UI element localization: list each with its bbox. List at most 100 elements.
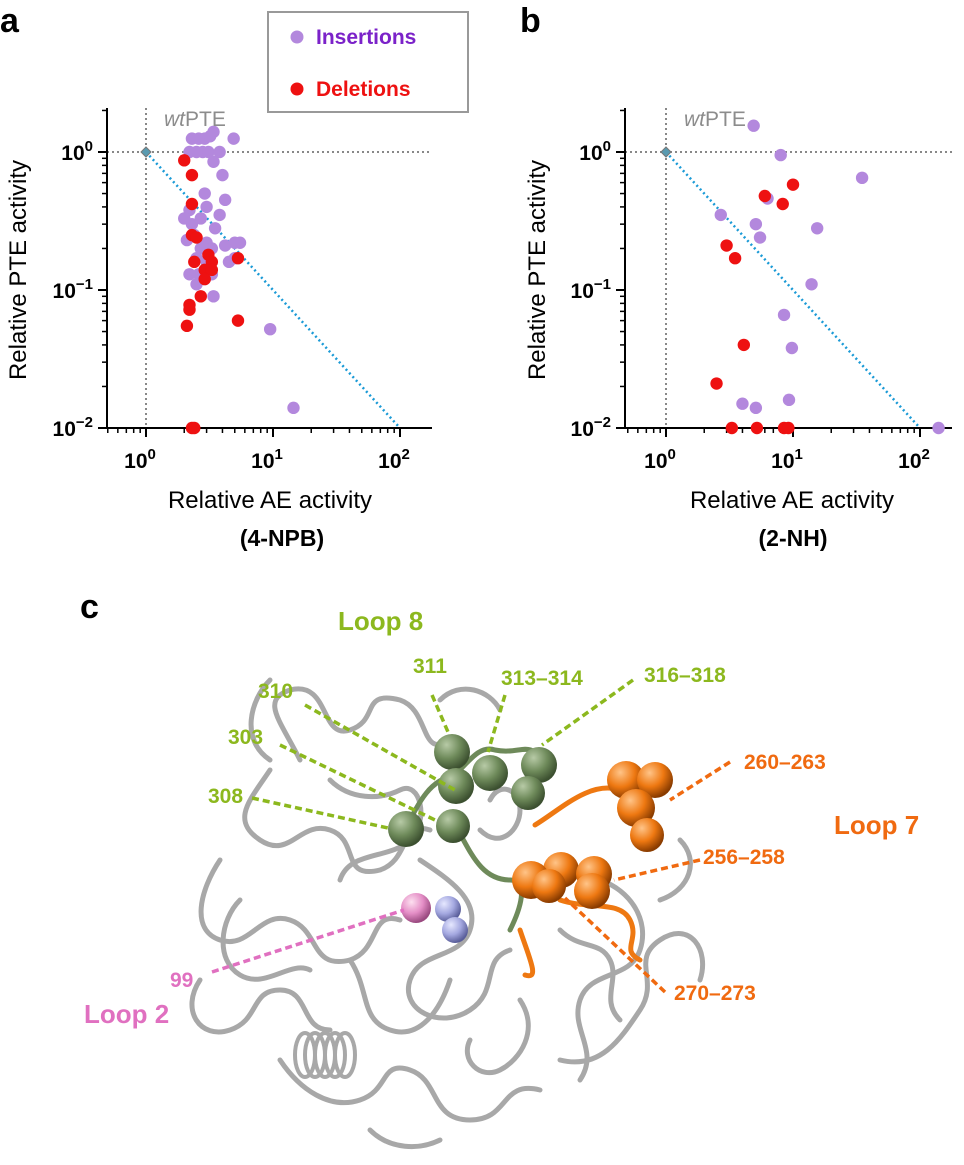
deletion-point <box>205 263 219 277</box>
deletion-point <box>728 251 742 265</box>
residue-sphere <box>388 811 424 847</box>
wt-reference-label: wtPTE <box>684 108 746 131</box>
legend-box <box>267 11 469 113</box>
residue-sphere <box>630 818 664 852</box>
helix <box>293 1031 357 1079</box>
insertion-point <box>227 132 240 145</box>
x-tick-label: 102 <box>378 446 410 473</box>
residue-sphere <box>438 768 474 804</box>
insertion-point <box>263 322 277 336</box>
insertion-point <box>810 222 824 235</box>
insertion-point <box>785 341 799 355</box>
loop8-leaders <box>251 678 635 830</box>
x-axis-subtitle: (4-NPB) <box>240 525 324 551</box>
insertion-point <box>207 290 220 303</box>
y-axis-title: Relative PTE activity <box>524 160 551 380</box>
wt-reference-marker <box>140 146 152 158</box>
deletion-point <box>180 319 194 333</box>
insertion-point <box>777 308 791 322</box>
deletion-point <box>231 314 245 327</box>
loop8-ribbon <box>402 746 543 933</box>
x-tick-label: 100 <box>124 446 156 473</box>
residue-label-311: 311 <box>413 655 447 678</box>
deletion-point <box>786 178 800 191</box>
insertion-point <box>200 200 213 214</box>
insertion-point <box>233 236 247 249</box>
insertion-point <box>714 208 727 222</box>
chart-a: 100 101 102 100 10−1 10−2 wtPTE Relative PTE … <box>5 108 432 551</box>
residue-sphere <box>434 734 470 770</box>
y-tick-label: 10−1 <box>53 276 93 303</box>
deletion-point <box>782 421 795 435</box>
y-tick-label: 10−2 <box>53 414 93 441</box>
loop8-title: Loop 8 <box>338 606 423 636</box>
insertion-point <box>747 119 760 132</box>
deletion-point <box>185 197 199 211</box>
deletion-point <box>776 197 789 211</box>
diagonal-line <box>145 151 401 429</box>
deletion-point <box>758 189 772 203</box>
loop8-spheres <box>388 734 557 847</box>
loop2-sphere <box>401 893 431 923</box>
chart-b: 100 101 102 100 10−1 10−2 wtPTE Relative PTE … <box>524 108 952 551</box>
deletion-point <box>710 377 723 390</box>
legend: Insertions Deletions <box>267 11 469 113</box>
residue-label-303: 303 <box>228 726 263 749</box>
deletion-point <box>185 168 199 182</box>
deletion-point <box>194 290 207 303</box>
insertion-point <box>753 231 767 244</box>
insertion-point <box>183 268 196 281</box>
insertion-point <box>216 168 229 182</box>
legend-insertions-marker <box>290 30 304 44</box>
loop7-leaders <box>563 760 731 994</box>
loop2-title: Loop 2 <box>84 999 169 1029</box>
panel-letter-b: b <box>520 2 541 40</box>
protein-structure: Loop 8 Loop 7 Loop 2 310 311 313–314 316… <box>84 606 919 1150</box>
y-tick-label: 10−1 <box>571 276 611 303</box>
panel-letter-a: a <box>0 2 20 40</box>
insertion-point <box>805 278 818 291</box>
insertion-point <box>213 145 226 159</box>
residue-label-256-258: 256–258 <box>703 846 785 869</box>
legend-deletions-marker <box>290 82 304 96</box>
insertion-point <box>207 155 220 168</box>
insertion-point <box>736 397 749 410</box>
deletion-point <box>178 154 191 167</box>
metal-sphere <box>442 917 468 943</box>
insertion-point <box>287 401 300 415</box>
deletion-point <box>188 421 201 435</box>
diagonal-line <box>665 151 921 429</box>
wt-reference-label: wtPTE <box>164 108 226 131</box>
residue-sphere <box>521 747 557 783</box>
insertion-point <box>749 217 763 231</box>
x-axis-title: Relative AE activity <box>168 487 372 514</box>
deletion-point <box>198 272 211 286</box>
x-tick-label: 102 <box>898 446 930 473</box>
insertion-point <box>749 401 763 415</box>
x-tick-label: 100 <box>644 446 676 473</box>
insertion-point <box>774 148 787 162</box>
residue-label-260-263: 260–263 <box>744 751 826 774</box>
residue-label-308: 308 <box>208 785 243 808</box>
loop2-leader <box>211 908 405 974</box>
residue-label-313-314: 313–314 <box>501 667 583 690</box>
insertion-point <box>202 145 215 159</box>
y-tick-label: 100 <box>579 138 611 165</box>
residue-label-99: 99 <box>170 969 193 992</box>
residue-sphere <box>511 776 545 810</box>
residue-sphere <box>472 755 508 791</box>
residue-sphere <box>574 873 610 909</box>
y-tick-label: 100 <box>61 138 93 165</box>
metal-sphere <box>435 896 461 922</box>
loop7-title: Loop 7 <box>834 810 919 840</box>
deletion-point <box>231 251 245 265</box>
deletion-point <box>737 338 751 352</box>
deletion-point <box>720 239 733 252</box>
legend-deletions-label: Deletions <box>316 78 411 101</box>
deletion-point <box>188 255 201 269</box>
legend-insertions-label: Insertions <box>316 26 416 49</box>
y-tick-label: 10−2 <box>571 414 611 441</box>
deletion-point <box>750 421 764 435</box>
residue-label-270-273: 270–273 <box>674 982 756 1005</box>
